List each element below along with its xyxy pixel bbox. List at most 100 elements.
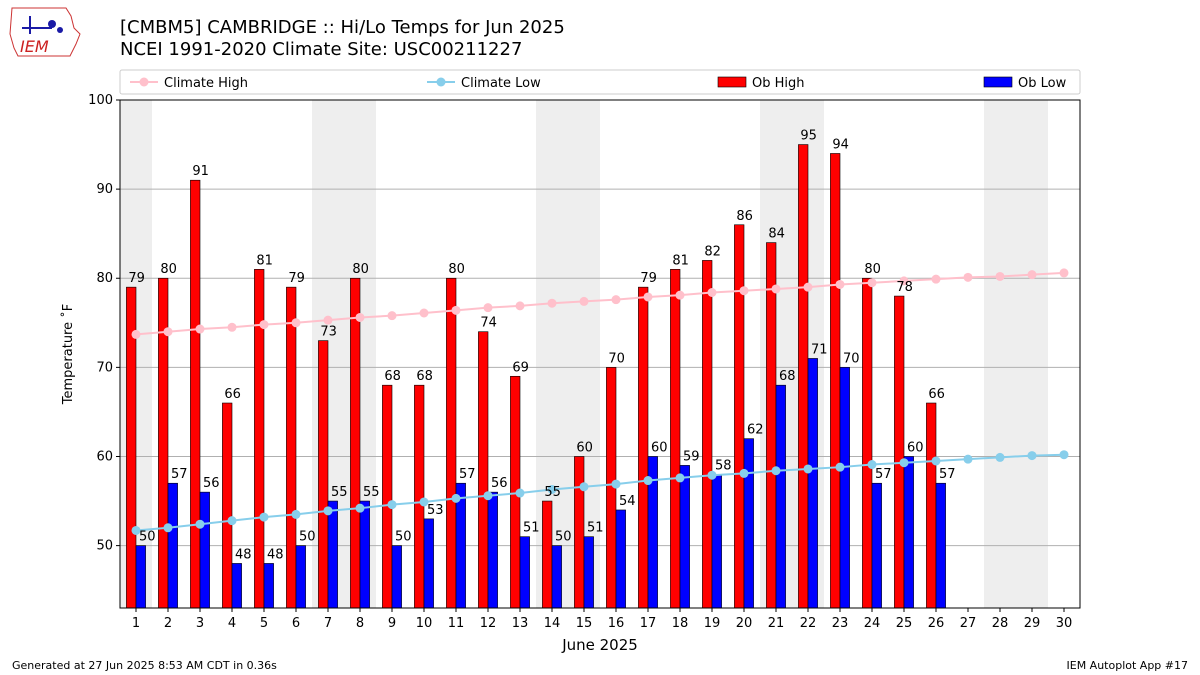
ob-low-bar xyxy=(199,491,210,609)
series-point xyxy=(195,324,205,334)
y-tick-label: 90 xyxy=(96,182,113,197)
series-point xyxy=(1027,451,1037,461)
ob-low-label: 57 xyxy=(459,467,476,482)
ob-high-label: 79 xyxy=(288,271,305,286)
series-point xyxy=(227,322,237,332)
series-point xyxy=(835,279,845,289)
legend-label: Ob Low xyxy=(1018,76,1067,91)
series-point xyxy=(515,488,525,498)
ob-high-bar xyxy=(318,340,329,609)
ob-low-bar xyxy=(807,358,818,609)
weekend-band xyxy=(984,100,1048,608)
ob-low-bar xyxy=(135,545,146,609)
series-point xyxy=(931,456,941,466)
ob-high-bar xyxy=(190,179,201,609)
ob-low-label: 70 xyxy=(843,351,860,366)
x-tick-label: 30 xyxy=(1056,616,1073,631)
series-point xyxy=(387,311,397,321)
x-tick-label: 17 xyxy=(640,616,657,631)
x-tick-label: 6 xyxy=(292,616,300,631)
ob-low-label: 48 xyxy=(235,547,252,562)
series-point xyxy=(483,303,493,313)
series-point xyxy=(451,493,461,503)
ob-low-bar xyxy=(743,438,754,609)
series-point xyxy=(131,525,141,535)
chart-subtitle: NCEI 1991-2020 Climate Site: USC00211227 xyxy=(120,39,523,60)
ob-high-label: 95 xyxy=(800,129,817,144)
ob-low-label: 58 xyxy=(715,458,732,473)
series-point xyxy=(643,476,653,486)
series-point xyxy=(451,305,461,315)
logo-text: IEM xyxy=(20,37,49,56)
series-point xyxy=(995,452,1005,462)
ob-high-label: 80 xyxy=(160,262,177,277)
ob-high-bar xyxy=(894,295,905,609)
ob-low-bar xyxy=(839,367,850,609)
series-point xyxy=(899,458,909,468)
ob-low-label: 55 xyxy=(363,485,380,500)
ob-low-label: 57 xyxy=(171,467,188,482)
x-tick-label: 14 xyxy=(544,616,561,631)
series-point xyxy=(963,272,973,282)
ob-low-bar xyxy=(679,465,690,609)
series-point xyxy=(803,464,813,474)
legend: Climate High Climate Low Ob High Ob Low xyxy=(119,69,1081,95)
ob-high-label: 68 xyxy=(416,369,433,384)
chart-title: [CMBM5] CAMBRIDGE :: Hi/Lo Temps for Jun… xyxy=(120,17,565,38)
x-tick-label: 20 xyxy=(736,616,753,631)
x-tick-label: 27 xyxy=(960,616,977,631)
x-tick-label: 16 xyxy=(608,616,625,631)
series-line xyxy=(135,271,1065,336)
series-point xyxy=(291,318,301,328)
series-point xyxy=(227,516,237,526)
series-point xyxy=(611,295,621,305)
ob-high-label: 73 xyxy=(320,325,337,340)
series-point xyxy=(483,491,493,501)
series-point xyxy=(195,519,205,529)
series-point xyxy=(1027,270,1037,280)
ob-high-bar xyxy=(222,402,233,609)
ob-high-bar xyxy=(414,384,425,609)
series-point xyxy=(867,278,877,288)
series-point xyxy=(899,276,909,286)
series-point xyxy=(163,523,173,533)
ob-high-label: 86 xyxy=(736,209,753,224)
ob-low-label: 71 xyxy=(811,342,828,357)
series-point xyxy=(675,473,685,483)
series-point xyxy=(931,274,941,284)
ob-high-label: 66 xyxy=(224,387,241,402)
series-line xyxy=(135,453,1065,532)
ob-high-label: 55 xyxy=(544,485,561,500)
ob-high-bar xyxy=(798,144,809,609)
x-tick-label: 10 xyxy=(416,616,433,631)
ob-low-label: 50 xyxy=(139,530,156,545)
ob-high-bar xyxy=(254,269,265,609)
x-tick-label: 19 xyxy=(704,616,721,631)
ob-high-label: 81 xyxy=(672,253,689,268)
x-tick-label: 13 xyxy=(512,616,529,631)
series-point xyxy=(803,282,813,292)
ob-low-bar xyxy=(519,536,530,609)
series-point xyxy=(771,284,781,294)
iem-logo: IEM xyxy=(8,4,84,64)
x-tick-label: 11 xyxy=(448,616,465,631)
x-tick-label: 9 xyxy=(388,616,396,631)
x-tick-label: 21 xyxy=(768,616,785,631)
legend-marker xyxy=(436,77,446,87)
x-tick-label: 1 xyxy=(132,616,140,631)
ob-low-label: 60 xyxy=(651,440,668,455)
ob-high-bar xyxy=(350,277,361,609)
ob-high-label: 60 xyxy=(576,440,593,455)
y-tick-label: 100 xyxy=(88,93,113,108)
series-point xyxy=(547,484,557,494)
ob-low-label: 53 xyxy=(427,503,444,518)
x-tick-label: 24 xyxy=(864,616,881,631)
ob-high-bar xyxy=(862,277,873,609)
ob-low-bar xyxy=(615,509,626,609)
series-point xyxy=(707,288,717,298)
x-tick-label: 23 xyxy=(832,616,849,631)
ob-high-label: 94 xyxy=(832,137,849,152)
ob-high-label: 69 xyxy=(512,360,529,375)
ob-low-bar xyxy=(551,545,562,609)
